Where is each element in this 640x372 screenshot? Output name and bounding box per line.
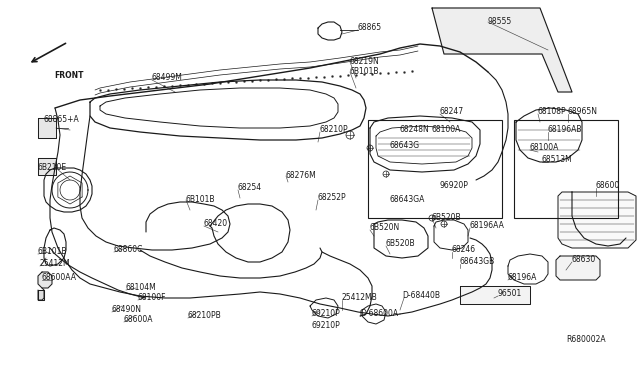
Text: 68513M: 68513M: [542, 155, 573, 164]
Polygon shape: [38, 118, 56, 138]
Text: 6B520N: 6B520N: [370, 224, 400, 232]
Text: 68865+A: 68865+A: [44, 115, 80, 125]
Polygon shape: [38, 290, 44, 300]
Text: 6B101B: 6B101B: [186, 196, 216, 205]
Text: 6B210E: 6B210E: [38, 164, 67, 173]
Text: 68100F: 68100F: [138, 294, 166, 302]
Text: 68246: 68246: [452, 246, 476, 254]
Text: 68420: 68420: [204, 219, 228, 228]
Text: 68248N: 68248N: [400, 125, 429, 135]
Text: 69210P: 69210P: [312, 321, 340, 330]
Polygon shape: [460, 286, 530, 304]
Bar: [514, 120, 618, 218]
Text: 68965N: 68965N: [568, 108, 598, 116]
Text: D-68600A: D-68600A: [360, 310, 398, 318]
Text: 6B520B: 6B520B: [432, 214, 461, 222]
Text: 68643GA: 68643GA: [390, 196, 426, 205]
Polygon shape: [432, 8, 572, 92]
Polygon shape: [558, 192, 636, 248]
Text: 68254: 68254: [238, 183, 262, 192]
Text: 68196A: 68196A: [508, 273, 538, 282]
Text: 68100A: 68100A: [432, 125, 461, 135]
Text: 68630: 68630: [572, 256, 596, 264]
Text: 68252P: 68252P: [318, 193, 347, 202]
Text: 68104M: 68104M: [126, 283, 157, 292]
Text: 68860C: 68860C: [114, 246, 143, 254]
Text: 68108P: 68108P: [538, 108, 566, 116]
Text: 96501: 96501: [498, 289, 522, 298]
Bar: [368, 120, 502, 218]
Text: 6B101B: 6B101B: [38, 247, 67, 257]
Text: R680002A: R680002A: [566, 336, 605, 344]
Text: 68196AB: 68196AB: [548, 125, 582, 135]
Text: 68210PB: 68210PB: [188, 311, 221, 321]
Text: 68247: 68247: [440, 108, 464, 116]
Text: 68865: 68865: [358, 23, 382, 32]
Text: 25412MB: 25412MB: [342, 294, 378, 302]
Text: 68210P: 68210P: [320, 125, 349, 135]
Text: 68600: 68600: [596, 180, 620, 189]
Text: 68276M: 68276M: [286, 170, 317, 180]
Text: 68219N: 68219N: [350, 58, 380, 67]
Text: 68196AA: 68196AA: [470, 221, 505, 231]
Text: 96920P: 96920P: [440, 180, 469, 189]
Text: 98555: 98555: [488, 17, 512, 26]
Text: 68643GB: 68643GB: [460, 257, 495, 266]
Polygon shape: [38, 272, 52, 288]
Polygon shape: [556, 256, 600, 280]
Text: 68100A: 68100A: [530, 144, 559, 153]
Text: 68600AA: 68600AA: [42, 273, 77, 282]
Text: 68600A: 68600A: [124, 315, 154, 324]
Text: 25412M: 25412M: [40, 260, 70, 269]
Text: FRONT: FRONT: [54, 71, 83, 80]
Text: 6B101B: 6B101B: [350, 67, 380, 77]
Text: D-68440B: D-68440B: [402, 292, 440, 301]
Text: 6B520B: 6B520B: [386, 240, 415, 248]
Polygon shape: [38, 158, 56, 175]
Text: 68643G: 68643G: [390, 141, 420, 150]
Text: 68499M: 68499M: [152, 74, 183, 83]
Text: 68490N: 68490N: [112, 305, 142, 314]
Text: 69210P: 69210P: [312, 310, 340, 318]
